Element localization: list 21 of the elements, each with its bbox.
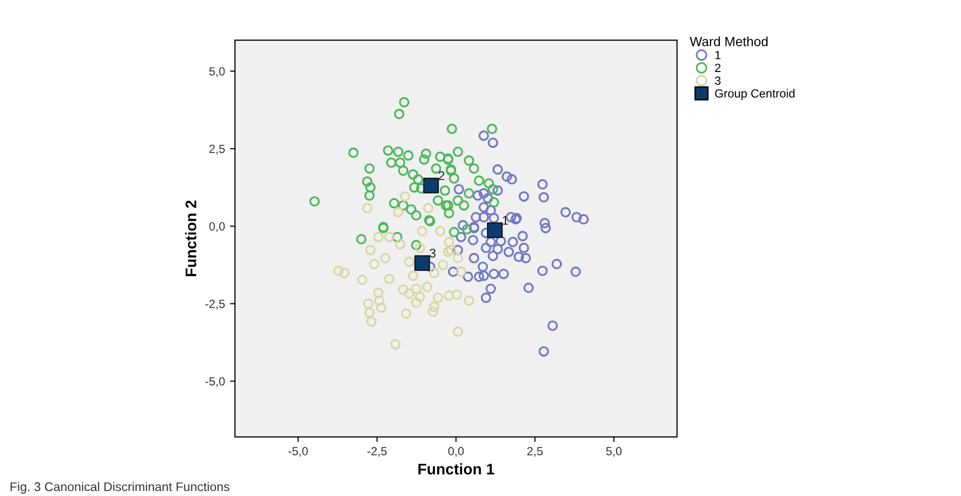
legend-label: 1 <box>715 51 720 60</box>
legend-label: Group Centroid <box>715 88 794 100</box>
x-tick-label: -2,5 <box>367 447 387 457</box>
x-tick-label: 0,0 <box>448 447 464 457</box>
x-axis-title: Function 1 <box>418 463 494 474</box>
annotation: 2 <box>438 171 444 180</box>
y-tick-label: -5,0 <box>205 377 225 387</box>
annotation: 3 <box>430 248 436 258</box>
y-tick-label: 0,0 <box>209 222 225 232</box>
legend-label: 2 <box>715 64 720 72</box>
x-tick-label: 2,5 <box>527 447 543 457</box>
x-tick-label: -5,0 <box>288 447 308 457</box>
legend-label: 3 <box>714 76 721 85</box>
annotation: 1 <box>502 216 508 225</box>
y-tick-label: 2,5 <box>209 144 225 154</box>
y-axis-title: Function 2 <box>185 200 196 276</box>
y-tick-label: -2,5 <box>205 300 225 310</box>
x-tick-label: 5,0 <box>606 447 622 457</box>
caption: Fig. 3 Canonical Discriminant Functions <box>10 482 230 494</box>
legend-title: Ward Method <box>690 36 768 46</box>
y-tick-label: 5,0 <box>209 67 225 77</box>
